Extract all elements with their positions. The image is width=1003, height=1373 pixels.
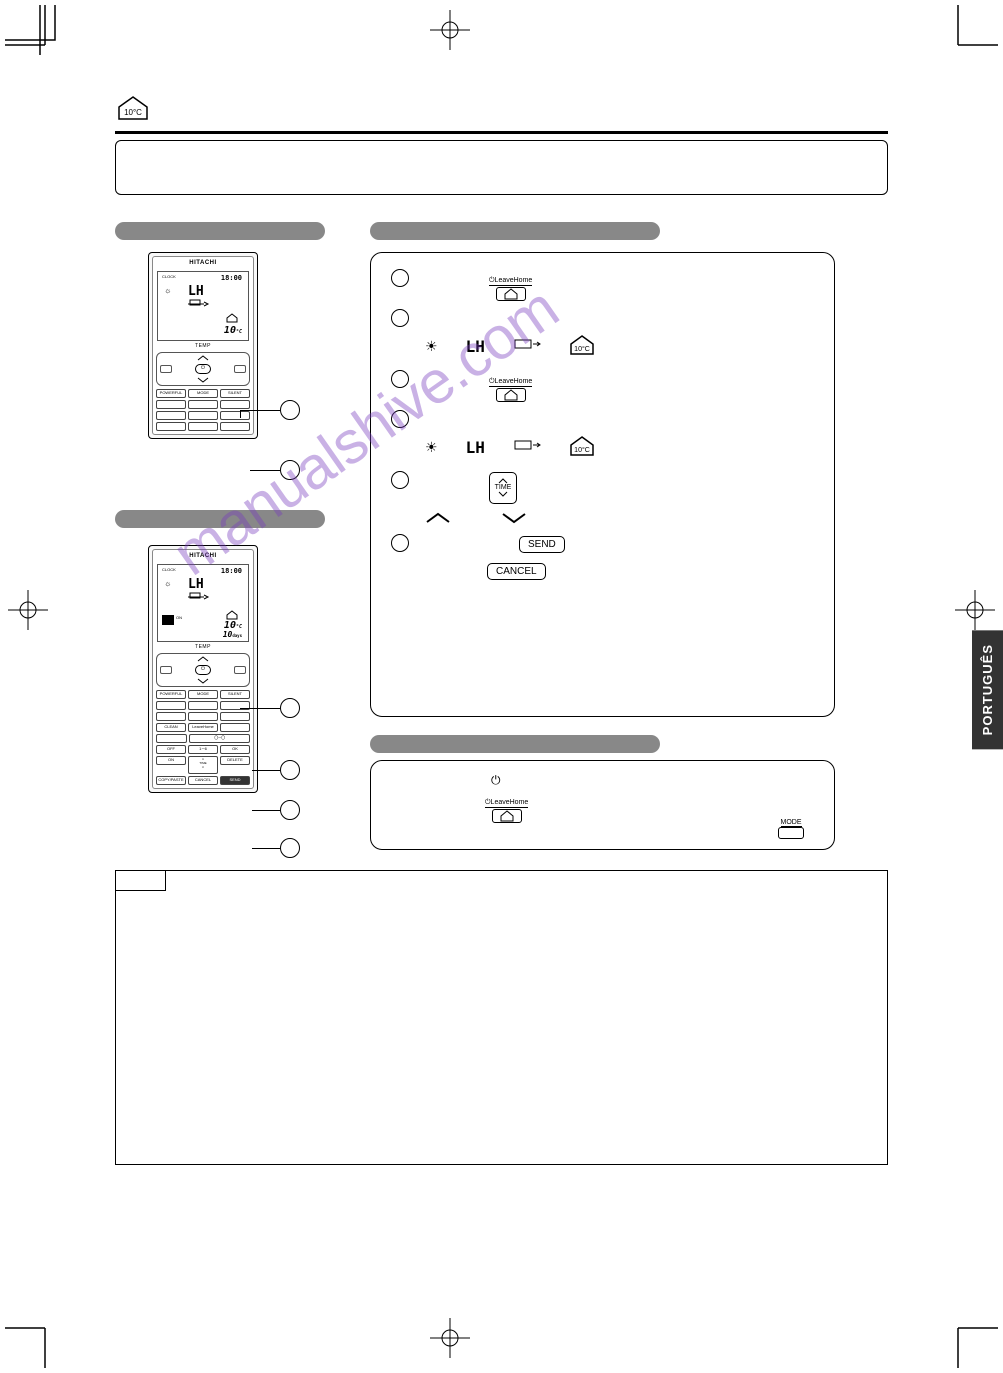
house-10c-icon: 10°C — [569, 335, 595, 358]
send-key-icon: SEND — [519, 536, 565, 553]
step-5-circle — [391, 471, 409, 489]
notes-box — [115, 870, 888, 1165]
up-down-icons — [425, 512, 814, 524]
step-3-circle — [391, 370, 409, 388]
mode-icons-row-2: ☀ LH 10°C — [425, 436, 814, 459]
crop-mark-tr — [943, 5, 998, 60]
step-4-circle — [391, 410, 409, 428]
step-2-circle — [391, 309, 409, 327]
mode-key-icon: MODE — [778, 819, 804, 839]
left-pill-heading-2 — [115, 510, 325, 528]
instruction-panel-1: ⏻LeaveHome ☀ LH 10°C ⏻LeaveHome ☀ LH — [370, 252, 835, 717]
house-icon — [226, 611, 238, 619]
chevron-up-icon — [425, 512, 451, 524]
lh-icon: LH — [466, 337, 485, 356]
language-tab: PORTUGUÊS — [972, 630, 1003, 749]
house-10c-icon: 10°C — [569, 436, 595, 459]
airflow-icon — [513, 338, 541, 355]
airflow-icon — [513, 439, 541, 456]
leavehome-key-icon — [496, 287, 526, 301]
right-pill-heading-1 — [370, 222, 660, 240]
page-title-area: 10°C — [115, 95, 888, 134]
leader-r2d — [280, 838, 300, 858]
airflow-icon — [188, 300, 208, 310]
step-6-circle — [391, 534, 409, 552]
chevron-down-icon — [501, 512, 527, 524]
step-1-body: ⏻LeaveHome — [419, 269, 532, 301]
leavehome-key-icon — [496, 388, 526, 402]
crop-mark-br — [943, 1313, 998, 1368]
remote-brand: HITACHI — [153, 257, 253, 269]
lh-icon: LH — [466, 438, 485, 457]
leader-r2c — [280, 800, 300, 820]
reg-cross-right — [955, 590, 995, 635]
leader-r2a — [280, 698, 300, 718]
house-icon — [226, 314, 238, 322]
left-pill-heading-1 — [115, 222, 325, 240]
feature-description-box — [115, 140, 888, 195]
temp-updown: ⏻ — [156, 653, 250, 687]
house-10c-icon: 10°C — [115, 95, 151, 121]
remote-lcd-2: CLOCK 18:00 ☼ LH ON 10°C 10days — [157, 564, 249, 642]
remote-illustration-2: HITACHI CLOCK 18:00 ☼ LH ON 10°C 10days — [148, 545, 258, 793]
mode-icons-row-1: ☀ LH 10°C — [425, 335, 814, 358]
time-key-icon: TIME — [489, 472, 517, 504]
heat-icon: ☼ — [164, 579, 171, 588]
svg-text:10°C: 10°C — [574, 446, 590, 454]
crop-mark-bl — [5, 1313, 60, 1368]
power-button: ⏻ — [195, 364, 211, 374]
leader-r1a — [280, 400, 300, 420]
indicator-block — [162, 615, 174, 625]
leavehome-key-icon — [492, 809, 522, 823]
right-pill-heading-2 — [370, 735, 660, 753]
instruction-panel-2: ⏻ ⏻LeaveHome MODE — [370, 760, 835, 850]
heat-icon: ☀ — [425, 439, 438, 456]
airflow-icon — [188, 593, 208, 603]
reg-cross-bottom — [430, 1318, 470, 1363]
svg-text:10°C: 10°C — [574, 345, 590, 353]
heat-icon: ☀ — [425, 338, 438, 355]
cancel-key-icon: CANCEL — [487, 563, 546, 580]
notes-tab — [116, 871, 166, 891]
step-1-circle — [391, 269, 409, 287]
leader-r1b — [280, 460, 300, 480]
crop-mark-tl — [5, 5, 60, 60]
temp-updown: ⏻ — [156, 352, 250, 386]
reg-cross-left — [8, 590, 48, 635]
heat-icon: ☼ — [164, 286, 171, 295]
remote-lcd-1: CLOCK 18:00 ☼ LH 10°C — [157, 271, 249, 341]
reg-cross-top — [430, 10, 470, 55]
step-3-body: ⏻LeaveHome — [419, 370, 532, 402]
leader-r2b — [280, 760, 300, 780]
power-button: ⏻ — [195, 665, 211, 675]
svg-text:10°C: 10°C — [124, 108, 142, 117]
remote-brand: HITACHI — [153, 550, 253, 562]
power-icon: ⏻ — [491, 773, 501, 787]
